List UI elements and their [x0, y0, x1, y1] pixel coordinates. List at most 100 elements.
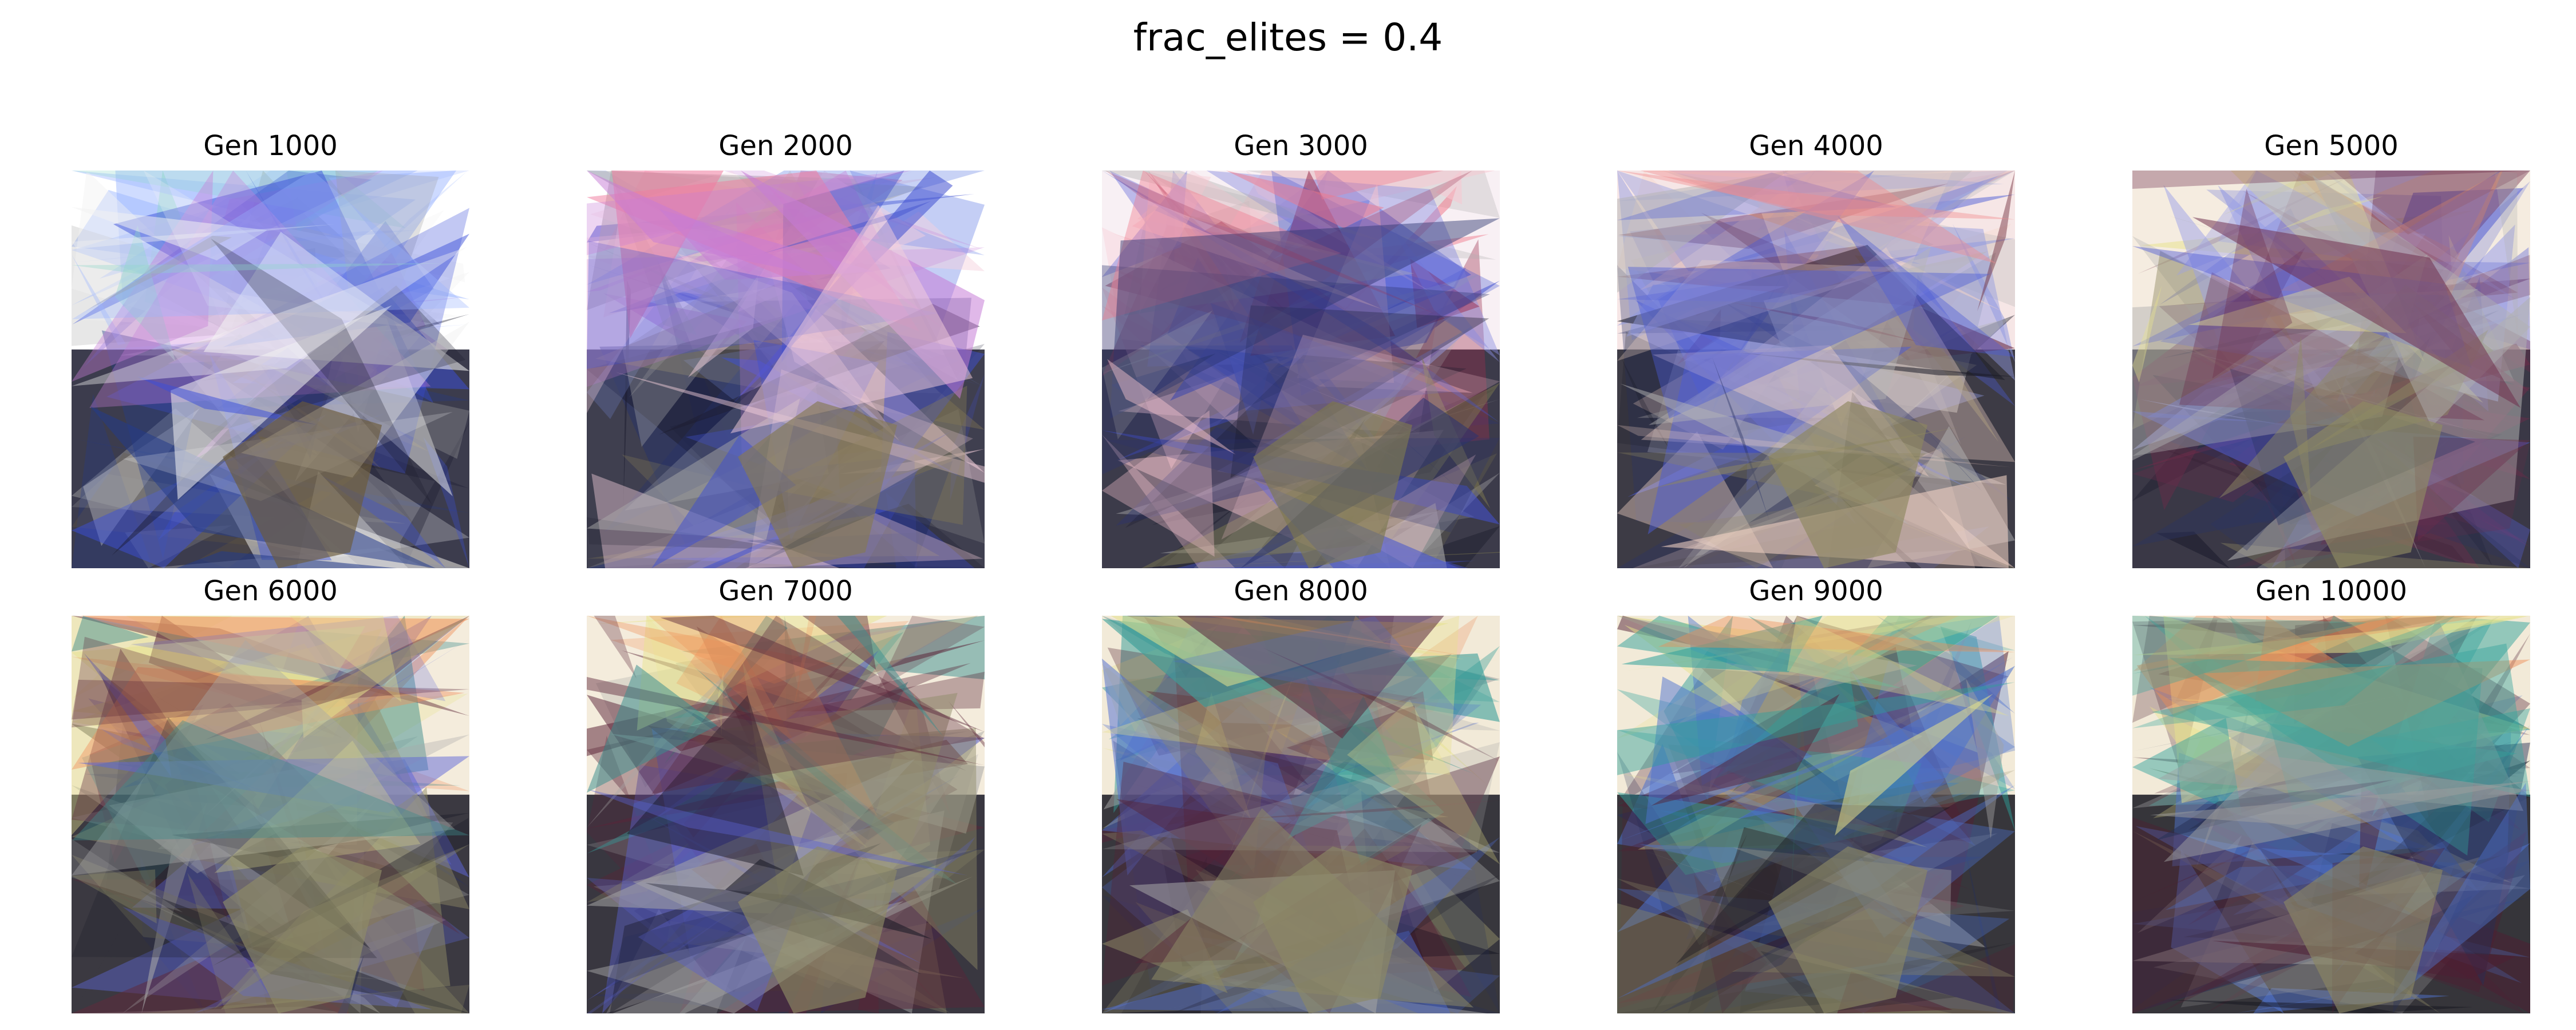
polygon-shape	[587, 664, 717, 793]
evolved-image	[587, 171, 985, 568]
evolved-image	[2132, 616, 2530, 1013]
polygon-shape	[2283, 846, 2443, 1013]
polygon-shape	[267, 366, 469, 459]
polygon-shape	[2138, 835, 2242, 933]
polygon-shape	[2132, 285, 2162, 383]
polygon-shape	[72, 224, 335, 249]
polygon-shape	[1662, 616, 2015, 839]
polygon-shape	[149, 798, 453, 874]
polygon-shape	[1410, 259, 1480, 328]
evolved-image	[1617, 616, 2015, 1013]
polygon-shape	[80, 616, 469, 671]
polygon-shape	[2163, 616, 2530, 803]
polygon-shape	[2134, 616, 2491, 671]
polygon-shape	[289, 616, 402, 702]
polygon-shape	[223, 846, 382, 1013]
polygon-shape	[1617, 782, 1960, 933]
polygon-shape	[114, 225, 176, 362]
polygon-shape	[1617, 254, 1920, 303]
polygon-shape	[203, 638, 402, 818]
polygon-shape	[72, 247, 467, 386]
polygon-shape	[1151, 482, 1330, 568]
polygon-shape	[1167, 257, 1307, 431]
polygon-shape	[1145, 691, 1309, 786]
panel-title: Gen 1000	[203, 130, 338, 162]
generation-panel: Gen 8000	[1102, 574, 1500, 1013]
polygon-shape	[72, 254, 126, 346]
evolved-image	[1102, 616, 1500, 1013]
polygon-shape	[144, 171, 223, 327]
polygon-shape	[2333, 171, 2530, 235]
polygon-shape	[72, 205, 298, 306]
polygon-shape	[1206, 171, 1500, 356]
evolved-image	[587, 616, 985, 1013]
polygon-shape	[1177, 616, 1444, 739]
polygon-shape	[587, 677, 985, 766]
polygon-shape	[1739, 352, 2015, 377]
polygon-shape	[2192, 217, 2521, 408]
generation-panel: Gen 3000	[1102, 129, 1500, 568]
polygon-shape	[1246, 171, 1435, 295]
polygon-shape	[2328, 188, 2524, 426]
polygon-shape	[203, 232, 469, 371]
polygon-shape	[2389, 782, 2530, 1002]
polygon-shape	[318, 616, 469, 762]
polygon-shape	[1626, 284, 1785, 337]
polygon-shape	[171, 305, 392, 500]
polygon-shape	[1102, 171, 1341, 321]
polygon-shape	[610, 843, 882, 1013]
polygon-shape	[223, 401, 382, 568]
polygon-shape	[1648, 247, 1931, 425]
polygon-shape	[115, 171, 418, 307]
polygon-shape	[2132, 616, 2530, 655]
polygon-shape	[165, 764, 228, 922]
panel-title: Gen 5000	[2264, 130, 2399, 162]
polygon-shape	[850, 171, 985, 344]
polygon-shape	[1211, 976, 1487, 1013]
polygon-shape	[1102, 434, 1235, 568]
polygon-shape	[2132, 253, 2428, 457]
polygon-shape	[1184, 224, 1408, 481]
polygon-shape	[1174, 653, 1337, 884]
polygon-shape	[1617, 792, 1893, 876]
polygon-shape	[1617, 171, 2015, 220]
polygon-shape	[651, 616, 985, 794]
polygon-shape	[1660, 921, 1822, 1013]
polygon-shape	[764, 201, 931, 253]
polygon-shape	[1287, 695, 1400, 839]
polygon-shape	[1102, 265, 1490, 474]
polygon-shape	[1617, 682, 2015, 775]
polygon-shape	[1787, 616, 2009, 716]
polygon-shape	[730, 205, 973, 434]
polygon-shape	[1647, 346, 1912, 534]
polygon-shape	[2160, 292, 2294, 362]
polygon-shape	[1768, 846, 1928, 1013]
figure-title: frac_elites = 0.4	[1133, 15, 1443, 60]
polygon-shape	[587, 247, 985, 387]
polygon-shape	[2167, 1000, 2474, 1013]
polygon-shape	[2179, 272, 2485, 421]
polygon-shape	[2147, 356, 2360, 426]
polygon-shape	[609, 734, 985, 834]
polygon-shape	[187, 872, 282, 1013]
polygon-shape	[1171, 744, 1443, 775]
polygon-shape	[171, 813, 469, 858]
polygon-shape	[2135, 350, 2417, 387]
polygon-shape	[2244, 778, 2480, 920]
polygon-shape	[1210, 303, 1451, 411]
generation-panel: Gen 10000	[2132, 574, 2530, 1013]
polygon-shape	[1102, 227, 1408, 371]
polygon-shape	[1694, 874, 1768, 1013]
polygon-shape	[878, 616, 985, 689]
polygon-shape	[1617, 752, 1735, 936]
polygon-shape	[72, 616, 233, 699]
polygon-shape	[141, 802, 208, 1013]
polygon-shape	[72, 648, 243, 835]
polygon-shape	[301, 616, 469, 739]
evolved-image	[72, 616, 469, 1013]
polygon-shape	[1724, 302, 2015, 504]
polygon-shape	[2163, 755, 2530, 862]
polygon-shape	[1102, 281, 1360, 374]
polygon-shape	[637, 616, 887, 731]
panel-title: Gen 9000	[1749, 575, 1883, 607]
